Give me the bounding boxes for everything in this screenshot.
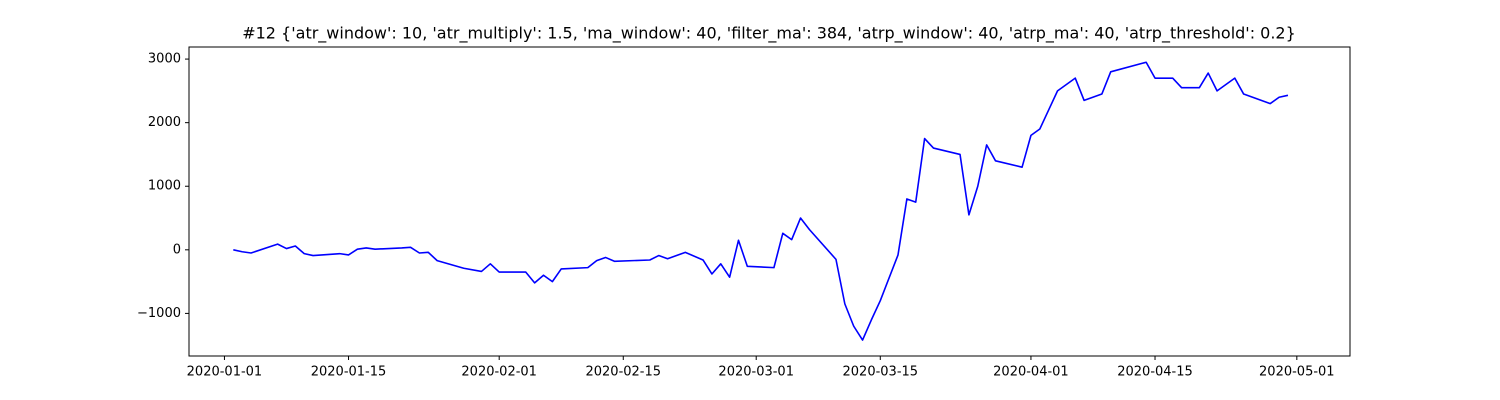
x-tick-label: 2020-05-01 bbox=[1259, 365, 1335, 380]
y-tick-label: 0 bbox=[173, 242, 181, 257]
y-tick-label: 3000 bbox=[148, 52, 181, 67]
x-tick-label: 2020-02-15 bbox=[585, 365, 661, 380]
y-tick-label: 2000 bbox=[148, 115, 181, 130]
x-tick-label: 2020-03-01 bbox=[718, 365, 794, 380]
x-tick-label: 2020-01-01 bbox=[187, 365, 263, 380]
y-tick-label: −1000 bbox=[137, 306, 181, 321]
chart-title: #12 {'atr_window': 10, 'atr_multiply': 1… bbox=[242, 24, 1296, 44]
x-tick-label: 2020-04-15 bbox=[1117, 365, 1193, 380]
x-tick-label: 2020-03-15 bbox=[843, 365, 919, 380]
y-tick-label: 1000 bbox=[148, 179, 181, 194]
x-tick-label: 2020-04-01 bbox=[993, 365, 1069, 380]
plot-frame bbox=[188, 46, 1351, 357]
line-series bbox=[233, 61, 1289, 341]
x-tick-label: 2020-01-15 bbox=[311, 365, 387, 380]
x-tick-label: 2020-02-01 bbox=[461, 365, 537, 380]
